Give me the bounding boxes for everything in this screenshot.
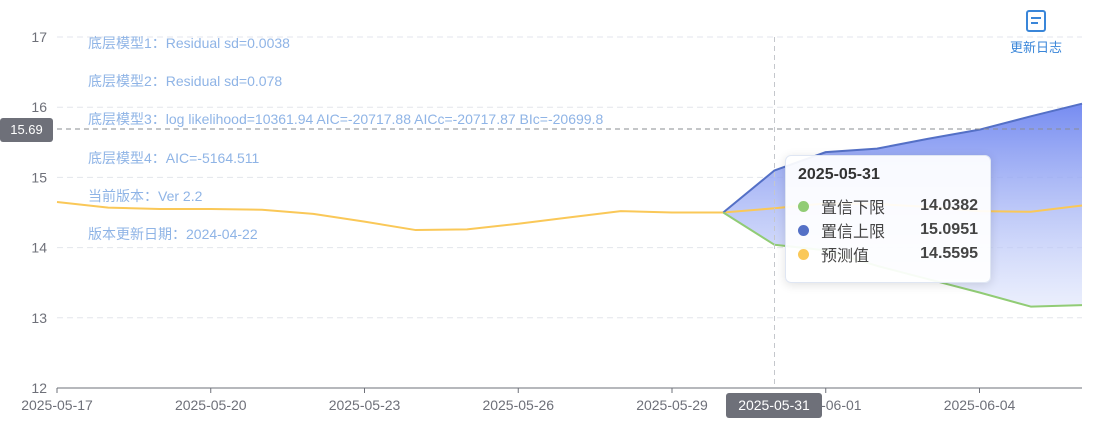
legend-dot: [798, 248, 809, 260]
tooltip-row-name: 置信上限: [821, 224, 886, 241]
y-tick-label: 12: [31, 380, 47, 396]
x-tick-label: 2025-05-26: [482, 397, 554, 413]
annotation-model-2: 底层模型2：Residual sd=0.078: [88, 73, 283, 89]
series-line: [722, 102, 1083, 214]
crosshair: [57, 37, 1082, 388]
tooltip-row-value: 14.5595: [920, 245, 978, 262]
tooltip-row-value: 15.0951: [920, 221, 978, 238]
legend-dot: [798, 224, 809, 236]
annotation-model-4: 底层模型4：AIC=-5164.511: [88, 150, 260, 166]
y-tick-label: 17: [31, 29, 47, 45]
y-tick-label: 14: [31, 240, 47, 256]
x-tick-label: 2025-05-20: [175, 397, 247, 413]
annotation-model-1: 底层模型1：Residual sd=0.0038: [88, 35, 290, 51]
tooltip-title: 2025-05-31: [798, 166, 880, 183]
y-tick-label: 15: [31, 169, 47, 185]
y-tick-label: 13: [31, 310, 47, 326]
crosshair-x-label: 2025-05-31: [726, 393, 822, 418]
annotation-version: 当前版本：Ver 2.2: [88, 188, 203, 204]
tooltip-row-name: 置信下限: [821, 200, 886, 217]
x-tick-label: 2025-05-29: [636, 397, 708, 413]
tooltip-row: 预测值 14.5595: [798, 242, 978, 266]
tooltip-row: 置信上限 15.0951: [798, 218, 978, 242]
tooltip: 2025-05-31 置信下限 14.0382 置信上限 15.0951 预测值…: [785, 155, 991, 283]
document-icon: [1026, 10, 1046, 32]
tooltip-row-name: 预测值: [821, 248, 870, 265]
annotation-update-date: 版本更新日期：2024-04-22: [88, 226, 258, 242]
crosshair-y-label: 15.69: [0, 118, 53, 142]
changelog-button[interactable]: 更新日志: [1000, 10, 1072, 56]
y-tick-label: 16: [31, 99, 47, 115]
x-tick-label: 2025-05-23: [329, 397, 401, 413]
legend-dot: [798, 200, 809, 212]
x-tick-label: 2025-06-04: [944, 397, 1016, 413]
axes: 12 13 14 15 16 17 2025-05-17 2025-05-20 2025-05-…: [21, 29, 1082, 413]
annotation-model-3: 底层模型3：log likelihood=10361.94 AIC=-20717…: [88, 111, 604, 127]
changelog-label: 更新日志: [1009, 40, 1062, 55]
x-tick-label: 2025-05-17: [21, 397, 93, 413]
tooltip-row-value: 14.0382: [920, 197, 978, 214]
tooltip-row: 置信下限 14.0382: [798, 194, 978, 218]
